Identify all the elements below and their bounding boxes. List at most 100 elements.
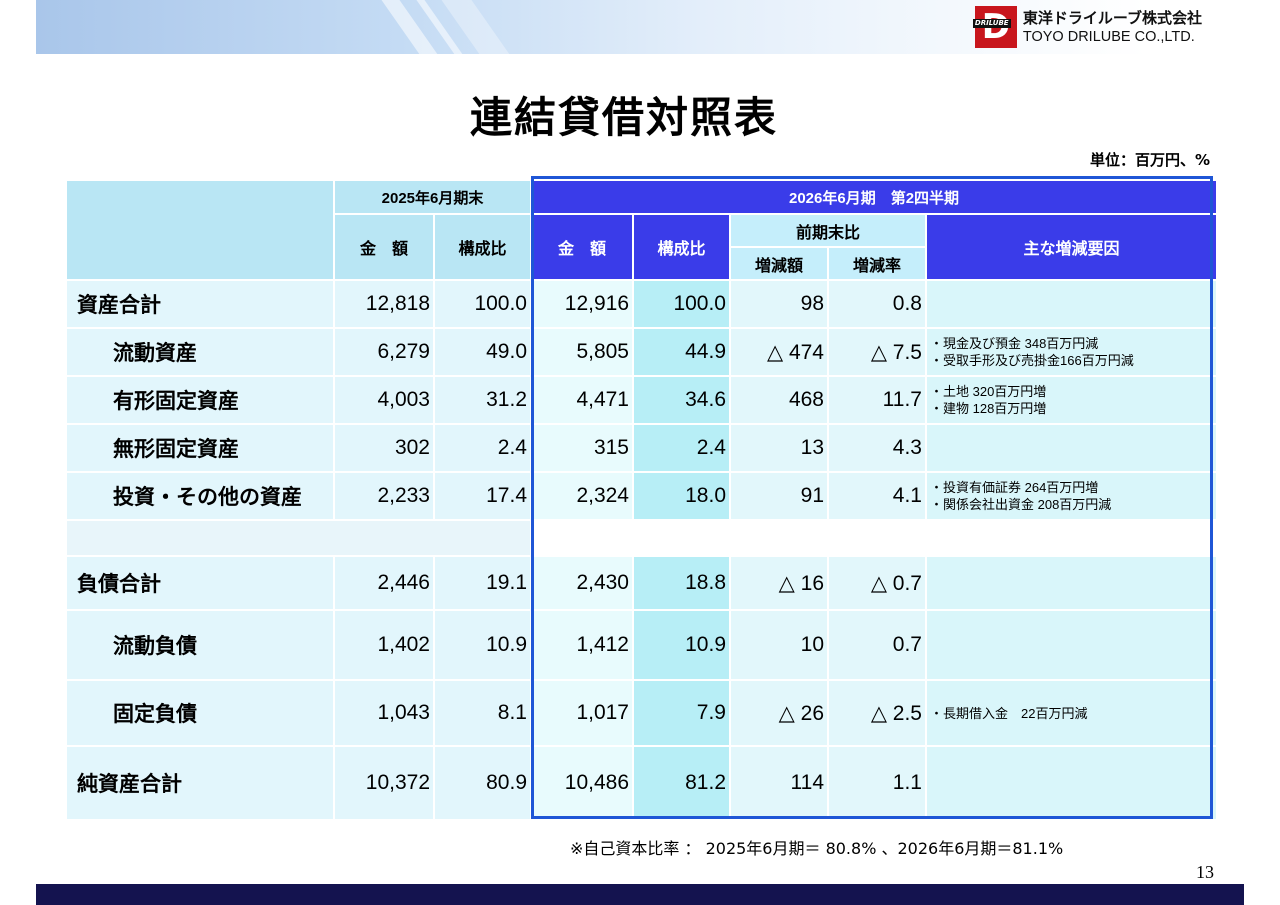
prior-ratio-cell: 17.4 bbox=[433, 471, 532, 521]
reason-cell bbox=[924, 609, 1219, 681]
amount-cell: 4,471 bbox=[530, 375, 634, 425]
ratio-cell: 34.6 bbox=[632, 375, 731, 425]
reason-line: ・建物 128百万円増 bbox=[930, 401, 1047, 416]
row-label: 固定負債 bbox=[65, 679, 335, 747]
prior-ratio-cell: 31.2 bbox=[433, 375, 532, 425]
table-row: 資産合計 12,818 100.0 12,916 100.0 98 0.8 bbox=[65, 279, 1219, 329]
table-row: 流動資産 6,279 49.0 5,805 44.9 △ 474 △ 7.5 ・… bbox=[65, 327, 1219, 377]
change-amount-cell: △ 474 bbox=[729, 327, 829, 377]
change-rate-cell: △ 2.5 bbox=[827, 679, 927, 747]
reason-cell: ・土地 320百万円増 ・建物 128百万円増 bbox=[924, 375, 1219, 425]
amount-cell: 12,916 bbox=[530, 279, 634, 329]
row-label: 無形固定資産 bbox=[65, 423, 335, 473]
change-amount-cell: 13 bbox=[729, 423, 829, 473]
change-rate-cell: 4.3 bbox=[827, 423, 927, 473]
change-amount-cell: △ 26 bbox=[729, 679, 829, 747]
prior-amount-cell: 302 bbox=[333, 423, 435, 473]
company-name-en: TOYO DRILUBE CO.,LTD. bbox=[1022, 28, 1195, 45]
reason-cell bbox=[924, 279, 1219, 329]
table-row: 有形固定資産 4,003 31.2 4,471 34.6 468 11.7 ・土… bbox=[65, 375, 1219, 425]
row-label: 流動資産 bbox=[65, 327, 335, 377]
change-rate-cell: 4.1 bbox=[827, 471, 927, 521]
unit-label: 単位：百万円、% bbox=[1089, 151, 1210, 169]
header-row-3: 増減額 増減率 bbox=[66, 246, 1217, 281]
spacer-cell bbox=[529, 519, 1219, 557]
spacer-cell bbox=[65, 519, 532, 557]
change-rate-cell: 1.1 bbox=[827, 745, 927, 821]
reason-cell: ・現金及び預金 348百万円減 ・受取手形及び売掛金166百万円減 bbox=[924, 327, 1219, 377]
ratio-cell: 10.9 bbox=[632, 609, 731, 681]
amount-cell: 2,324 bbox=[530, 471, 634, 521]
prior-ratio-cell: 8.1 bbox=[433, 679, 532, 747]
row-label: 有形固定資産 bbox=[65, 375, 335, 425]
change-rate-cell: 11.7 bbox=[827, 375, 927, 425]
prior-ratio-header: 構成比 bbox=[433, 213, 532, 281]
balance-sheet-table: 2025年6月期末 2026年6月期 第2四半期 金 額 構成比 金 額 構成比… bbox=[65, 179, 1219, 821]
logo-mark-text: DRILUBE bbox=[972, 19, 1011, 28]
reason-line: ・長期借入金 22百万円減 bbox=[930, 705, 1088, 721]
table-row: 負債合計 2,446 19.1 2,430 18.8 △ 16 △ 0.7 bbox=[65, 555, 1219, 611]
change-rate-cell: 0.7 bbox=[827, 609, 927, 681]
amount-cell: 315 bbox=[530, 423, 634, 473]
change-rate-cell: △ 0.7 bbox=[827, 555, 927, 611]
change-amount-cell: 91 bbox=[729, 471, 829, 521]
table-row: 純資産合計 10,372 80.9 10,486 81.2 114 1.1 bbox=[65, 745, 1219, 821]
current-period-header: 2026年6月期 第2四半期 bbox=[529, 179, 1219, 215]
reason-cell bbox=[924, 745, 1219, 821]
change-amount-cell: 10 bbox=[729, 609, 829, 681]
page-number: 13 bbox=[1196, 862, 1214, 882]
reason-line: ・投資有価証券 264百万円増 bbox=[930, 480, 1099, 495]
row-label: 純資産合計 bbox=[65, 745, 335, 821]
page-title: 連結貸借対照表 bbox=[469, 93, 778, 142]
ratio-cell: 2.4 bbox=[632, 423, 731, 473]
reason-line: ・土地 320百万円増 bbox=[930, 384, 1047, 399]
prior-ratio-cell: 10.9 bbox=[433, 609, 532, 681]
prior-ratio-cell: 49.0 bbox=[433, 327, 532, 377]
spacer-row bbox=[65, 519, 1219, 557]
current-ratio-header: 構成比 bbox=[632, 213, 731, 281]
ratio-cell: 18.0 bbox=[632, 471, 731, 521]
company-logo: DDRILUBE 東洋ドライルーブ株式会社 TOYO DRILUBE CO.,L… bbox=[972, 6, 1202, 48]
amount-cell: 2,430 bbox=[530, 555, 634, 611]
reason-cell: ・投資有価証券 264百万円増 ・関係会社出資金 208百万円減 bbox=[924, 471, 1219, 521]
change-rate-cell: 0.8 bbox=[827, 279, 927, 329]
company-name-jp: 東洋ドライルーブ株式会社 bbox=[1022, 8, 1202, 27]
row-label: 負債合計 bbox=[65, 555, 335, 611]
table-row: 無形固定資産 302 2.4 315 2.4 13 4.3 bbox=[65, 423, 1219, 473]
prior-amount-cell: 2,233 bbox=[333, 471, 435, 521]
vs-prior-header: 前期末比 bbox=[729, 213, 927, 248]
row-label: 流動負債 bbox=[65, 609, 335, 681]
reason-line: ・関係会社出資金 208百万円減 bbox=[930, 497, 1112, 512]
row-label: 投資・その他の資産 bbox=[65, 471, 335, 521]
reason-line: ・受取手形及び売掛金166百万円減 bbox=[930, 353, 1134, 368]
change-amount-header: 増減額 bbox=[729, 246, 829, 281]
amount-cell: 10,486 bbox=[530, 745, 634, 821]
amount-cell: 5,805 bbox=[530, 327, 634, 377]
reason-cell bbox=[924, 423, 1219, 473]
reason-header: 主な増減要因 bbox=[924, 213, 1219, 281]
company-name: 東洋ドライルーブ株式会社 TOYO DRILUBE CO.,LTD. bbox=[1023, 9, 1202, 46]
table-row: 投資・その他の資産 2,233 17.4 2,324 18.0 91 4.1 ・… bbox=[65, 471, 1219, 521]
current-amount-header: 金 額 bbox=[530, 213, 634, 281]
header-row-2: 金 額 構成比 金 額 構成比 前期末比 主な増減要因 bbox=[66, 213, 1219, 281]
change-amount-cell: 98 bbox=[729, 279, 829, 329]
table-row: 固定負債 1,043 8.1 1,017 7.9 △ 26 △ 2.5 ・長期借… bbox=[65, 679, 1219, 747]
prior-amount-cell: 10,372 bbox=[333, 745, 435, 821]
prior-ratio-cell: 100.0 bbox=[433, 279, 532, 329]
prior-amount-cell: 4,003 bbox=[333, 375, 435, 425]
ratio-cell: 100.0 bbox=[632, 279, 731, 329]
header-corner bbox=[65, 179, 335, 281]
row-label: 資産合計 bbox=[65, 279, 335, 329]
change-amount-cell: △ 16 bbox=[729, 555, 829, 611]
equity-ratio-footnote: ※自己資本比率 ： 2025年6月期＝ 80.8% 、2026年6月期＝81.1… bbox=[570, 839, 1064, 858]
ratio-cell: 18.8 bbox=[632, 555, 731, 611]
reason-cell bbox=[924, 555, 1219, 611]
prior-amount-cell: 1,043 bbox=[333, 679, 435, 747]
logo-mark-icon: DDRILUBE bbox=[972, 6, 1017, 48]
amount-cell: 1,412 bbox=[530, 609, 634, 681]
prior-ratio-cell: 19.1 bbox=[433, 555, 532, 611]
prior-amount-cell: 6,279 bbox=[333, 327, 435, 377]
header-banner: DDRILUBE 東洋ドライルーブ株式会社 TOYO DRILUBE CO.,L… bbox=[36, 0, 1244, 54]
prior-ratio-cell: 2.4 bbox=[433, 423, 532, 473]
footer-bar bbox=[36, 884, 1244, 905]
